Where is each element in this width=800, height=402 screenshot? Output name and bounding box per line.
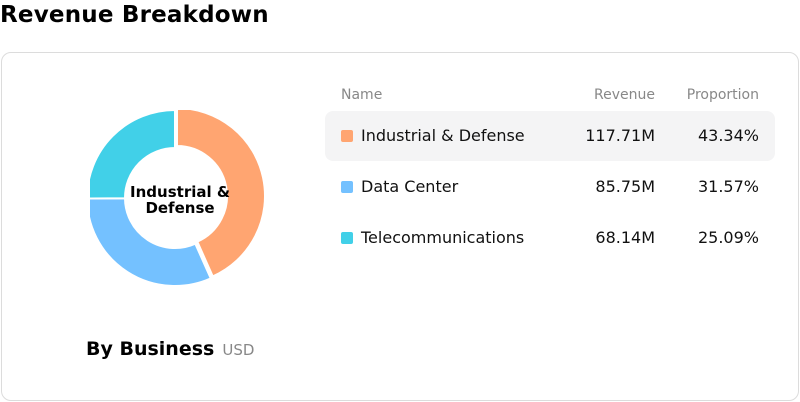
row-name: Industrial & Defense: [361, 126, 525, 145]
page-title: Revenue Breakdown: [0, 2, 269, 28]
donut-center-label: Industrial & Defense: [130, 183, 230, 217]
slice-data-center[interactable]: [90, 197, 213, 287]
header-proportion: Proportion: [686, 87, 759, 103]
table-row[interactable]: Telecommunications 68.14M 25.09%: [325, 213, 775, 263]
donut-chart: Industrial & Defense: [90, 110, 270, 290]
donut-svg: [90, 110, 266, 287]
chart-caption-unit: USD: [222, 341, 255, 359]
row-revenue: 117.71M: [585, 126, 655, 145]
legend-swatch: [341, 130, 353, 142]
header-name: Name: [341, 87, 383, 103]
breakdown-table: Name Revenue Proportion Industrial & Def…: [325, 82, 775, 263]
header-revenue: Revenue: [594, 87, 655, 103]
slice-telecommunications[interactable]: [90, 110, 176, 200]
table-row[interactable]: Data Center 85.75M 31.57%: [325, 162, 775, 212]
chart-caption: By Business USD: [86, 338, 254, 360]
slice-industrial-defense[interactable]: [176, 110, 266, 278]
legend-swatch: [341, 232, 353, 244]
chart-caption-title: By Business: [86, 338, 215, 360]
row-proportion: 25.09%: [697, 228, 759, 247]
row-name: Telecommunications: [361, 228, 525, 247]
table-body: Industrial & Defense 117.71M 43.34% Data Ce…: [325, 111, 775, 263]
row-proportion: 31.57%: [697, 177, 759, 196]
row-revenue: 85.75M: [595, 177, 655, 196]
row-name: Data Center: [361, 177, 459, 196]
legend-swatch: [341, 181, 353, 193]
table-header: Name Revenue Proportion: [325, 82, 775, 110]
table-row[interactable]: Industrial & Defense 117.71M 43.34%: [325, 111, 775, 161]
row-proportion: 43.34%: [697, 126, 759, 145]
row-revenue: 68.14M: [595, 228, 655, 247]
